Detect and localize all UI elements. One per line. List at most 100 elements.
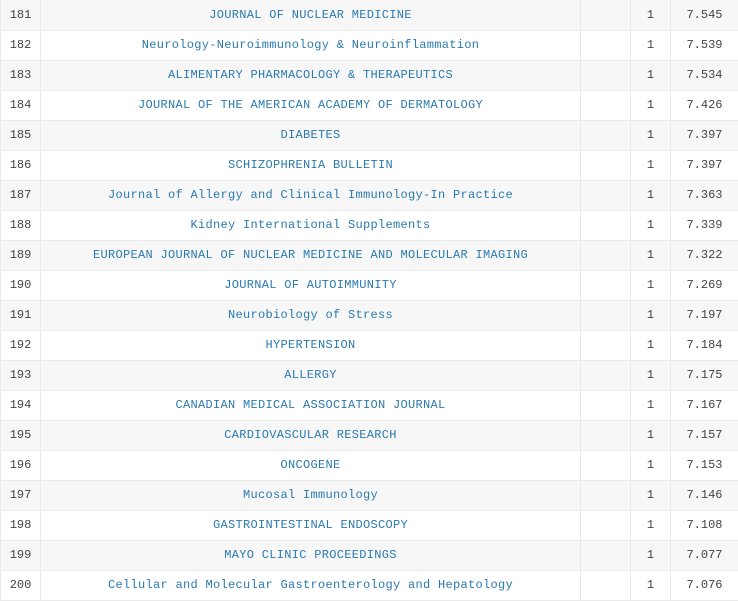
table-row: 194CANADIAN MEDICAL ASSOCIATION JOURNAL1…	[1, 390, 738, 420]
rank-cell: 183	[1, 60, 41, 90]
score-cell: 7.184	[671, 330, 738, 360]
name-cell: Journal of Allergy and Clinical Immunolo…	[41, 180, 581, 210]
rank-cell: 189	[1, 240, 41, 270]
quartile-cell: 1	[631, 450, 671, 480]
rank-cell: 185	[1, 120, 41, 150]
journal-link[interactable]: JOURNAL OF NUCLEAR MEDICINE	[209, 8, 412, 22]
empty-cell	[581, 210, 631, 240]
name-cell: Mucosal Immunology	[41, 480, 581, 510]
journal-link[interactable]: ALIMENTARY PHARMACOLOGY & THERAPEUTICS	[168, 68, 453, 82]
quartile-cell: 1	[631, 420, 671, 450]
table-row: 183 ALIMENTARY PHARMACOLOGY & THERAPEUTIC…	[1, 60, 738, 90]
score-cell: 7.322	[671, 240, 738, 270]
name-cell: SCHIZOPHRENIA BULLETIN	[41, 150, 581, 180]
empty-cell	[581, 570, 631, 600]
score-cell: 7.363	[671, 180, 738, 210]
name-cell: Neurology-Neuroimmunology & Neuroinflamm…	[41, 30, 581, 60]
table-row: 184JOURNAL OF THE AMERICAN ACADEMY OF DE…	[1, 90, 738, 120]
quartile-cell: 1	[631, 540, 671, 570]
empty-cell	[581, 420, 631, 450]
table-row: 200Cellular and Molecular Gastroenterolo…	[1, 570, 738, 600]
journal-link[interactable]: Mucosal Immunology	[243, 488, 378, 502]
empty-cell	[581, 60, 631, 90]
journal-link[interactable]: JOURNAL OF AUTOIMMUNITY	[224, 278, 397, 292]
name-cell: EUROPEAN JOURNAL OF NUCLEAR MEDICINE AND…	[41, 240, 581, 270]
rank-cell: 182	[1, 30, 41, 60]
empty-cell	[581, 30, 631, 60]
quartile-cell: 1	[631, 60, 671, 90]
journal-link[interactable]: Neurobiology of Stress	[228, 308, 393, 322]
rank-cell: 190	[1, 270, 41, 300]
rank-cell: 199	[1, 540, 41, 570]
journal-link[interactable]: DIABETES	[280, 128, 340, 142]
quartile-cell: 1	[631, 0, 671, 30]
name-cell: HYPERTENSION	[41, 330, 581, 360]
score-cell: 7.534	[671, 60, 738, 90]
table-row: 196ONCOGENE17.153	[1, 450, 738, 480]
name-cell: ALLERGY	[41, 360, 581, 390]
quartile-cell: 1	[631, 150, 671, 180]
name-cell: GASTROINTESTINAL ENDOSCOPY	[41, 510, 581, 540]
quartile-cell: 1	[631, 480, 671, 510]
quartile-cell: 1	[631, 570, 671, 600]
score-cell: 7.076	[671, 570, 738, 600]
score-cell: 7.167	[671, 390, 738, 420]
empty-cell	[581, 360, 631, 390]
score-cell: 7.545	[671, 0, 738, 30]
name-cell: JOURNAL OF AUTOIMMUNITY	[41, 270, 581, 300]
rank-cell: 186	[1, 150, 41, 180]
rank-cell: 191	[1, 300, 41, 330]
name-cell: Kidney International Supplements	[41, 210, 581, 240]
rank-cell: 195	[1, 420, 41, 450]
rank-cell: 193	[1, 360, 41, 390]
quartile-cell: 1	[631, 120, 671, 150]
table-row: 188Kidney International Supplements17.33…	[1, 210, 738, 240]
score-cell: 7.397	[671, 150, 738, 180]
name-cell: ONCOGENE	[41, 450, 581, 480]
journal-link[interactable]: HYPERTENSION	[265, 338, 355, 352]
score-cell: 7.339	[671, 210, 738, 240]
empty-cell	[581, 150, 631, 180]
table-row: 190JOURNAL OF AUTOIMMUNITY17.269	[1, 270, 738, 300]
journal-link[interactable]: ALLERGY	[284, 368, 337, 382]
journal-link[interactable]: ONCOGENE	[280, 458, 340, 472]
score-cell: 7.157	[671, 420, 738, 450]
rank-cell: 194	[1, 390, 41, 420]
journal-link[interactable]: CANADIAN MEDICAL ASSOCIATION JOURNAL	[175, 398, 445, 412]
table-row: 195 CARDIOVASCULAR RESEARCH 17.157	[1, 420, 738, 450]
rank-cell: 196	[1, 450, 41, 480]
score-cell: 7.269	[671, 270, 738, 300]
score-cell: 7.175	[671, 360, 738, 390]
table-row: 189 EUROPEAN JOURNAL OF NUCLEAR MEDICINE …	[1, 240, 738, 270]
journal-link[interactable]: JOURNAL OF THE AMERICAN ACADEMY OF DERMA…	[138, 98, 483, 112]
score-cell: 7.146	[671, 480, 738, 510]
journal-link[interactable]: MAYO CLINIC PROCEEDINGS	[224, 548, 397, 562]
journal-link[interactable]: Cellular and Molecular Gastroenterology …	[108, 578, 513, 592]
quartile-cell: 1	[631, 180, 671, 210]
journal-link[interactable]: EUROPEAN JOURNAL OF NUCLEAR MEDICINE AND…	[93, 248, 528, 262]
table-row: 199MAYO CLINIC PROCEEDINGS17.077	[1, 540, 738, 570]
quartile-cell: 1	[631, 30, 671, 60]
empty-cell	[581, 0, 631, 30]
empty-cell	[581, 180, 631, 210]
empty-cell	[581, 240, 631, 270]
empty-cell	[581, 270, 631, 300]
journal-link[interactable]: Journal of Allergy and Clinical Immunolo…	[108, 188, 513, 202]
name-cell: CANADIAN MEDICAL ASSOCIATION JOURNAL	[41, 390, 581, 420]
table-row: 192HYPERTENSION17.184	[1, 330, 738, 360]
journal-link[interactable]: CARDIOVASCULAR RESEARCH	[224, 428, 397, 442]
empty-cell	[581, 480, 631, 510]
name-cell: Neurobiology of Stress	[41, 300, 581, 330]
empty-cell	[581, 300, 631, 330]
rank-cell: 198	[1, 510, 41, 540]
quartile-cell: 1	[631, 360, 671, 390]
empty-cell	[581, 540, 631, 570]
table-row: 193 ALLERGY 17.175	[1, 360, 738, 390]
journal-link[interactable]: SCHIZOPHRENIA BULLETIN	[228, 158, 393, 172]
journal-link[interactable]: Kidney International Supplements	[190, 218, 430, 232]
score-cell: 7.108	[671, 510, 738, 540]
journal-link[interactable]: Neurology-Neuroimmunology & Neuroinflamm…	[142, 38, 480, 52]
table-row: 187Journal of Allergy and Clinical Immun…	[1, 180, 738, 210]
name-cell: JOURNAL OF THE AMERICAN ACADEMY OF DERMA…	[41, 90, 581, 120]
journal-link[interactable]: GASTROINTESTINAL ENDOSCOPY	[213, 518, 408, 532]
